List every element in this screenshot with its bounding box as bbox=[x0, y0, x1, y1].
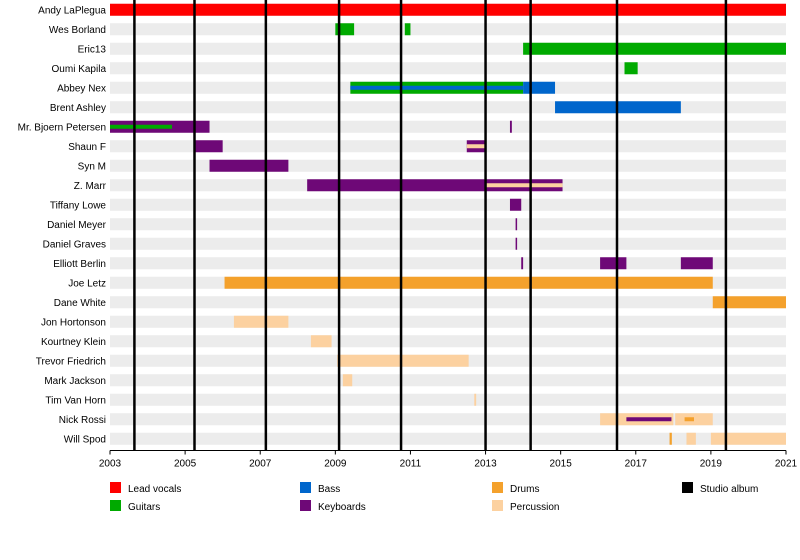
member-label-wes-borland: Wes Borland bbox=[49, 25, 106, 36]
legend-label-lead-vocals: Lead vocals bbox=[128, 484, 181, 495]
member-label-joe-letz: Joe Letz bbox=[68, 278, 106, 289]
member-label-jon-hortonson: Jon Hortonson bbox=[41, 317, 106, 328]
legend-swatch-bass bbox=[300, 482, 311, 493]
member-label-trevor-friedrich: Trevor Friedrich bbox=[36, 356, 106, 367]
x-tick-label-2007: 2007 bbox=[249, 459, 272, 470]
bar-tiffany-lowe-keyboards-0 bbox=[509, 198, 522, 211]
bar-abbey-nex-bass-1 bbox=[523, 81, 556, 94]
bar-daniel-meyer-keyboards-0 bbox=[515, 218, 518, 231]
x-tick-label-2019: 2019 bbox=[700, 459, 723, 470]
legend-label-bass: Bass bbox=[318, 484, 340, 495]
bar-trevor-friedrich-percussion-0 bbox=[337, 354, 469, 367]
overlay-z-marr-percussion-0 bbox=[485, 183, 563, 188]
member-labels: Andy LaPlegua Wes Borland Eric13 Oumi Kapil… bbox=[18, 5, 107, 445]
legend-label-studio-album: Studio album bbox=[700, 484, 758, 495]
row-band-kourtney-klein bbox=[110, 335, 786, 348]
overlay-abbey-nex-bass-0 bbox=[350, 85, 524, 90]
bar-will-spod-percussion-2 bbox=[710, 432, 786, 445]
member-label-oumi-kapila: Oumi Kapila bbox=[52, 64, 107, 75]
member-label-andy-laplegua: Andy LaPlegua bbox=[38, 5, 106, 16]
legend-label-keyboards: Keyboards bbox=[318, 502, 366, 513]
bar-will-spod-percussion-1 bbox=[686, 432, 696, 445]
member-label-will-spod: Will Spod bbox=[64, 434, 106, 445]
row-band-brent-ashley bbox=[110, 101, 786, 114]
bar-elliott-berlin-keyboards-0 bbox=[521, 257, 524, 270]
legend-swatch-lead-vocals bbox=[110, 482, 121, 493]
member-label-daniel-graves: Daniel Graves bbox=[43, 239, 106, 250]
bar-shaun-f-keyboards-0 bbox=[194, 140, 223, 153]
bar-mark-jackson-percussion-0 bbox=[342, 374, 353, 387]
row-band-tiffany-lowe bbox=[110, 198, 786, 211]
bar-andy-laplegua-lead_vocals-0 bbox=[110, 3, 786, 16]
bar-elliott-berlin-keyboards-2 bbox=[680, 257, 713, 270]
member-label-eric13: Eric13 bbox=[78, 44, 107, 55]
member-label-daniel-meyer: Daniel Meyer bbox=[47, 220, 107, 231]
row-band-oumi-kapila bbox=[110, 62, 786, 75]
row-band-jon-hortonson bbox=[110, 315, 786, 328]
row-band-dane-white bbox=[110, 296, 786, 309]
bar-mr-bjoern-petersen-keyboards-1 bbox=[509, 120, 512, 133]
legend-label-guitars: Guitars bbox=[128, 502, 160, 513]
member-label-shaun-f: Shaun F bbox=[68, 142, 106, 153]
bar-elliott-berlin-keyboards-1 bbox=[600, 257, 627, 270]
bar-tim-van-horn-percussion-0 bbox=[474, 393, 477, 406]
row-bands bbox=[110, 3, 786, 445]
x-tick-label-2015: 2015 bbox=[550, 459, 573, 470]
bar-dane-white-drums-0 bbox=[712, 296, 786, 309]
x-axis: 2003 2005 2007 2009 2011 2013 2015 2017 2019 2021 bbox=[99, 450, 798, 470]
member-label-kourtney-klein: Kourtney Klein bbox=[41, 337, 106, 348]
overlay-nick-rossi-keyboards-0 bbox=[626, 417, 672, 422]
member-label-nick-rossi: Nick Rossi bbox=[59, 415, 106, 426]
member-label-brent-ashley: Brent Ashley bbox=[50, 103, 106, 114]
overlay-nick-rossi-drums-1 bbox=[684, 417, 694, 422]
legend-swatch-percussion bbox=[492, 500, 503, 511]
bar-oumi-kapila-guitars-0 bbox=[624, 62, 638, 75]
bar-wes-borland-guitars-1 bbox=[404, 23, 411, 36]
bar-kourtney-klein-percussion-0 bbox=[310, 335, 332, 348]
member-label-abbey-nex: Abbey Nex bbox=[57, 83, 106, 94]
bar-daniel-graves-keyboards-0 bbox=[515, 237, 518, 250]
row-band-daniel-graves bbox=[110, 237, 786, 250]
x-tick-label-2009: 2009 bbox=[324, 459, 347, 470]
legend-swatch-studio-album bbox=[682, 482, 693, 493]
legend-swatch-keyboards bbox=[300, 500, 311, 511]
member-label-syn-m: Syn M bbox=[78, 161, 106, 172]
member-label-z-marr: Z. Marr bbox=[74, 181, 107, 192]
bar-z-marr-keyboards-0 bbox=[307, 179, 563, 192]
bar-joe-letz-drums-0 bbox=[224, 276, 713, 289]
legend-swatch-guitars bbox=[110, 500, 121, 511]
legend-label-drums: Drums bbox=[510, 484, 539, 495]
member-label-mark-jackson: Mark Jackson bbox=[44, 376, 106, 387]
member-label-elliott-berlin: Elliott Berlin bbox=[53, 259, 106, 270]
overlay-mr-bjoern-petersen-guitars-0 bbox=[110, 124, 172, 129]
member-label-tiffany-lowe: Tiffany Lowe bbox=[50, 200, 107, 211]
legend: Lead vocals Guitars Bass Keyboards Drums Perc… bbox=[110, 482, 758, 513]
row-band-wes-borland bbox=[110, 23, 786, 36]
x-tick-label-2017: 2017 bbox=[625, 459, 648, 470]
legend-label-percussion: Percussion bbox=[510, 502, 559, 513]
row-band-mark-jackson bbox=[110, 374, 786, 387]
row-band-tim-van-horn bbox=[110, 393, 786, 406]
member-label-dane-white: Dane White bbox=[54, 298, 107, 309]
x-tick-label-2005: 2005 bbox=[174, 459, 197, 470]
bar-jon-hortonson-percussion-0 bbox=[233, 315, 289, 328]
overlay-shaun-f-percussion-0 bbox=[466, 144, 486, 149]
row-band-daniel-meyer bbox=[110, 218, 786, 231]
x-tick-label-2011: 2011 bbox=[400, 459, 422, 470]
legend-swatch-drums bbox=[492, 482, 503, 493]
bar-syn-m-keyboards-0 bbox=[209, 159, 289, 172]
member-label-tim-van-horn: Tim Van Horn bbox=[45, 395, 106, 406]
x-tick-label-2003: 2003 bbox=[99, 459, 122, 470]
bar-will-spod-drums-0 bbox=[669, 432, 672, 445]
row-band-mr-bjoern-petersen bbox=[110, 120, 786, 133]
x-tick-label-2013: 2013 bbox=[474, 459, 497, 470]
studio-album-lines bbox=[133, 0, 728, 451]
bar-eric13-guitars-0 bbox=[523, 42, 786, 55]
x-tick-label-2021: 2021 bbox=[775, 459, 798, 470]
row-band-will-spod bbox=[110, 432, 786, 445]
member-label-mr-bjoern-petersen: Mr. Bjoern Petersen bbox=[18, 122, 106, 133]
